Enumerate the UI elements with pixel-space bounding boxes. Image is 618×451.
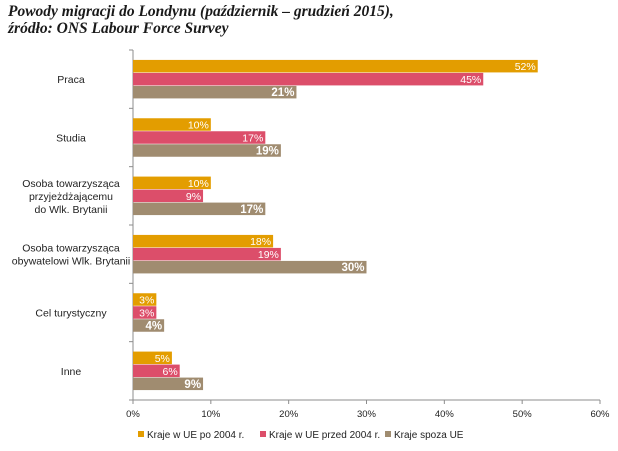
legend-swatch	[260, 431, 266, 437]
bar	[133, 144, 281, 157]
bar	[133, 59, 538, 73]
legend-label: Kraje spoza UE	[394, 430, 464, 441]
x-tick-label: 40%	[435, 409, 455, 420]
bar-value-label: 5%	[155, 353, 170, 365]
category-label: przyjeżdżającemu	[29, 191, 113, 203]
bar-value-label: 17%	[240, 204, 263, 216]
x-tick-label: 60%	[590, 409, 610, 420]
legend-swatch	[138, 431, 144, 437]
bar-value-label: 10%	[188, 178, 209, 190]
bar-value-label: 17%	[242, 133, 263, 145]
bar	[133, 72, 484, 86]
category-label: obywatelowi Wlk. Brytanii	[12, 256, 130, 268]
bar	[133, 319, 165, 332]
x-tick-label: 20%	[279, 409, 299, 420]
chart-title-line-2: źródło: ONS Labour Force Survey	[8, 20, 229, 37]
bar-value-label: 10%	[188, 120, 209, 132]
legend-swatch	[385, 431, 391, 437]
bar-value-label: 45%	[460, 74, 481, 86]
category-label: Osoba towarzysząca	[22, 178, 120, 190]
category-label: do Wlk. Brytanii	[35, 204, 108, 216]
legend-label: Kraje w UE po 2004 r.	[147, 430, 244, 441]
bar-value-label: 3%	[139, 308, 154, 320]
bar-value-label: 30%	[341, 262, 364, 274]
bar-value-label: 9%	[186, 191, 201, 203]
x-tick-label: 0%	[126, 409, 140, 420]
bar	[133, 131, 266, 144]
x-tick-label: 30%	[357, 409, 377, 420]
bar-value-label: 18%	[250, 236, 271, 248]
bar	[133, 85, 297, 99]
x-tick-label: 10%	[201, 409, 221, 420]
bar	[133, 364, 180, 378]
bar	[133, 247, 281, 261]
bar-value-label: 4%	[146, 321, 163, 333]
bar	[133, 118, 211, 131]
category-label: Studia	[56, 133, 86, 145]
category-label: Inne	[61, 366, 82, 378]
bar	[133, 306, 157, 319]
chart-title-line-1: Powody migracji do Londynu (październik …	[8, 3, 394, 20]
bar	[133, 176, 211, 190]
bar	[133, 293, 157, 306]
bar	[133, 260, 367, 274]
bar-value-label: 9%	[184, 379, 201, 391]
bar	[133, 234, 274, 248]
bar-value-label: 19%	[256, 146, 279, 158]
bar	[133, 189, 204, 203]
bar-value-label: 52%	[515, 61, 536, 73]
bar-value-label: 6%	[163, 366, 178, 378]
bar	[133, 377, 204, 391]
category-label: Praca	[57, 74, 85, 86]
legend-label: Kraje w UE przed 2004 r.	[269, 430, 380, 441]
bar-value-label: 3%	[139, 295, 154, 307]
bar-value-label: 19%	[258, 249, 279, 261]
category-label: Osoba towarzysząca	[22, 243, 120, 255]
chart-title: Powody migracji do Londynu (październik …	[8, 3, 608, 37]
category-label: Cel turystyczny	[35, 308, 107, 320]
x-tick-label: 50%	[513, 409, 533, 420]
bar	[133, 351, 172, 365]
bar-value-label: 21%	[271, 87, 294, 99]
bar	[133, 202, 266, 216]
